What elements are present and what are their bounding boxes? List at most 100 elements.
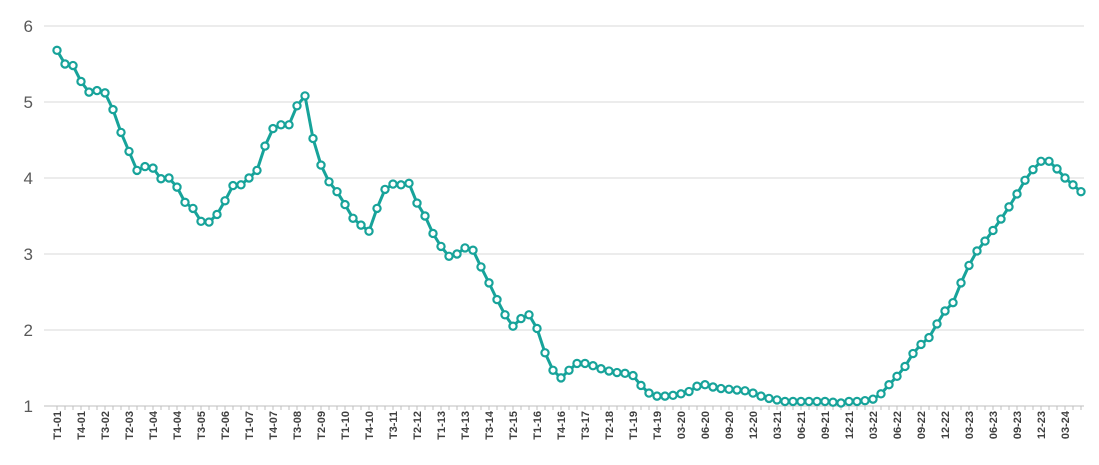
data-point	[732, 385, 742, 395]
data-point	[380, 184, 390, 195]
x-tick-label: T4-04	[172, 410, 184, 440]
data-point	[188, 203, 198, 214]
data-point	[116, 127, 126, 138]
data-point	[956, 278, 966, 288]
series-line-path	[55, 48, 1083, 405]
data-point	[932, 319, 942, 329]
x-tick-label: 09-21	[820, 411, 832, 439]
data-point	[508, 321, 518, 331]
y-tick-label: 2	[24, 321, 33, 340]
x-tick-label: T1-19	[628, 411, 640, 440]
data-point	[1020, 175, 1030, 185]
data-point	[484, 278, 494, 288]
data-point	[916, 339, 926, 350]
data-point	[540, 348, 550, 358]
x-tick-label: 09-23	[1012, 411, 1024, 439]
x-tick-label: T1-01	[52, 411, 64, 440]
data-point	[748, 388, 758, 398]
x-tick-label: 06-23	[988, 411, 1000, 439]
x-tick-label: T1-13	[436, 411, 448, 440]
data-point	[76, 76, 86, 87]
y-tick-label: 3	[24, 245, 33, 264]
data-point	[388, 179, 398, 189]
x-tick-label: 12-22	[940, 411, 952, 439]
data-point	[580, 358, 590, 369]
data-point	[652, 391, 662, 401]
data-point	[628, 370, 638, 381]
data-point	[228, 180, 238, 191]
data-point	[684, 386, 694, 397]
x-tick-label: T1-07	[244, 411, 256, 440]
x-tick-label: T1-16	[532, 411, 544, 440]
y-tick-label: 5	[24, 93, 33, 112]
data-point	[308, 133, 318, 144]
data-point	[1044, 156, 1054, 166]
data-point	[572, 358, 582, 369]
data-point	[292, 101, 302, 111]
data-point	[316, 160, 326, 170]
data-point	[828, 397, 838, 407]
x-tick-label: 06-22	[892, 411, 904, 439]
series-line	[55, 48, 1083, 405]
data-point	[724, 384, 734, 394]
data-point	[468, 245, 478, 255]
data-point	[532, 323, 542, 334]
data-point	[868, 394, 878, 404]
data-point	[852, 396, 862, 407]
data-point	[780, 396, 790, 407]
data-point	[428, 228, 438, 239]
x-tick-label: 06-20	[700, 411, 712, 439]
data-point	[516, 313, 526, 324]
data-point	[980, 236, 990, 246]
x-tick-label: 03-23	[964, 411, 976, 439]
data-point	[500, 310, 510, 320]
data-point	[900, 361, 910, 372]
data-point	[972, 246, 982, 256]
data-point	[372, 203, 382, 214]
data-point	[436, 241, 446, 252]
data-point	[788, 396, 798, 407]
data-point	[860, 395, 870, 406]
data-point	[924, 332, 934, 343]
data-point	[164, 173, 174, 183]
x-tick-label: 12-20	[748, 411, 760, 439]
data-point	[612, 367, 622, 378]
data-point	[492, 294, 502, 305]
data-point	[252, 165, 262, 176]
data-point	[1052, 164, 1062, 174]
x-axis: T1-01 T4-01 T3-02 T2-03 T1-04 T4-04 T3-05 T2-06…	[44, 405, 1084, 440]
data-point	[268, 123, 278, 134]
data-point	[60, 59, 70, 69]
data-point	[908, 348, 918, 359]
data-point	[564, 365, 574, 375]
x-tick-label: T2-18	[604, 411, 616, 440]
data-point	[300, 91, 310, 101]
x-tick-label: 09-22	[916, 411, 928, 439]
data-point	[620, 368, 630, 379]
data-point	[820, 396, 830, 407]
data-point	[284, 120, 294, 130]
series-markers	[52, 45, 1086, 408]
data-point	[988, 225, 998, 236]
x-tick-label: 03-20	[676, 411, 688, 439]
data-point	[1028, 164, 1038, 175]
x-tick-label: T3-17	[580, 411, 592, 440]
x-tick-label: T1-10	[340, 411, 352, 440]
data-point	[700, 380, 710, 390]
data-point	[892, 371, 902, 382]
data-point	[92, 85, 102, 96]
data-point	[1060, 173, 1070, 183]
x-tick-label: 03-21	[772, 411, 784, 439]
data-point	[1068, 180, 1078, 190]
data-point	[452, 249, 462, 259]
data-point	[668, 390, 678, 401]
x-tick-label: T2-03	[124, 411, 136, 440]
data-point	[772, 395, 782, 405]
x-tick-label: 09-20	[724, 411, 736, 439]
data-point	[212, 209, 222, 220]
data-point	[948, 297, 958, 308]
x-tick-label: T4-16	[556, 411, 568, 440]
x-tick-label: T2-06	[220, 411, 232, 440]
data-point	[412, 198, 422, 208]
data-point	[844, 396, 854, 407]
